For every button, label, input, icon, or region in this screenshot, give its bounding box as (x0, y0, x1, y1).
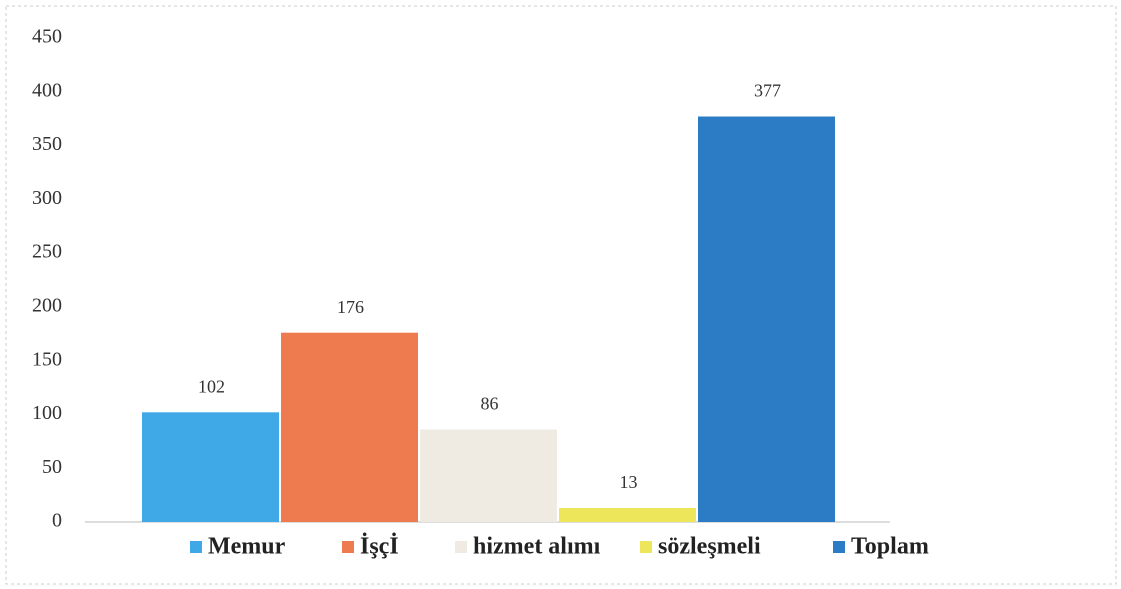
data-label: 86 (481, 394, 499, 414)
data-label: 102 (198, 376, 225, 396)
legend-label: hizmet alımı (473, 534, 601, 560)
y-tick-label: 450 (32, 26, 62, 48)
legend-label: Memur (208, 534, 286, 560)
bar (281, 332, 418, 522)
legend-swatch (640, 541, 652, 553)
y-tick-label: 0 (52, 510, 62, 532)
legend-swatch (455, 541, 467, 553)
bar (420, 429, 557, 522)
legend-swatch (833, 541, 845, 553)
legend-label: Toplam (851, 534, 929, 560)
legend-label: sözleşmeli (658, 534, 761, 560)
data-label: 377 (754, 81, 781, 101)
legend-swatch (190, 541, 202, 553)
legend-label: İşçİ (360, 534, 399, 560)
y-tick-label: 100 (32, 402, 62, 424)
y-tick-label: 50 (42, 456, 62, 478)
bar (698, 116, 835, 522)
y-tick-label: 200 (32, 294, 62, 316)
legend-swatch (342, 541, 354, 553)
data-label: 13 (620, 472, 638, 492)
bar (559, 508, 696, 522)
y-tick-label: 350 (32, 133, 62, 155)
y-tick-label: 400 (32, 79, 62, 101)
y-tick-label: 250 (32, 241, 62, 263)
chart-border (5, 5, 1117, 585)
bar (142, 412, 279, 522)
data-label: 176 (337, 297, 364, 317)
y-tick-label: 300 (32, 187, 62, 209)
y-tick-label: 150 (32, 348, 62, 370)
